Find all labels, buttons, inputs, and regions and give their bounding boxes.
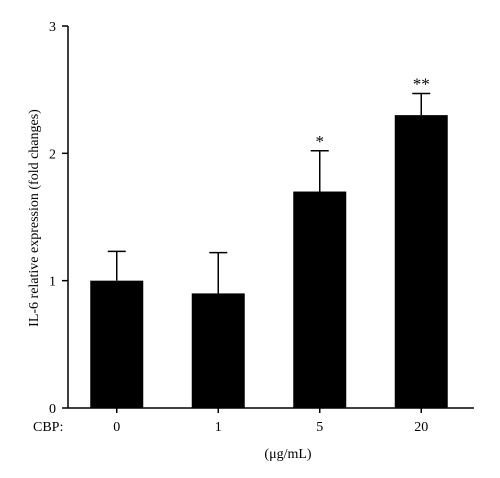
bar-0 <box>90 280 144 408</box>
y-axis-label: IL-6 relative expression (fold changes) <box>27 109 42 327</box>
bar-1 <box>191 293 245 408</box>
labels: CBP: (μg/mL) IL-6 relative expression (f… <box>27 109 312 462</box>
y-tick-label: 2 <box>49 147 56 162</box>
x-prefix-label: CBP: <box>33 420 63 435</box>
bars <box>90 115 448 408</box>
bar-5 <box>293 191 347 408</box>
x-tick-label: 5 <box>316 420 323 435</box>
y-tick-label: 1 <box>49 275 56 290</box>
significance-marker-5: * <box>316 132 325 151</box>
x-axis: 0 1 5 20 <box>68 407 474 435</box>
y-tick-label: 3 <box>49 20 56 35</box>
error-bars: *** <box>107 74 431 294</box>
x-tick-label: 20 <box>414 420 428 435</box>
bar-20 <box>394 115 448 408</box>
x-tick-label: 1 <box>215 420 222 435</box>
x-unit-label: (μg/mL) <box>264 447 311 462</box>
y-tick-label: 0 <box>49 402 56 417</box>
significance-marker-20: ** <box>413 74 430 93</box>
y-axis: 0 1 2 3 <box>49 20 69 417</box>
x-tick-label: 0 <box>113 420 120 435</box>
